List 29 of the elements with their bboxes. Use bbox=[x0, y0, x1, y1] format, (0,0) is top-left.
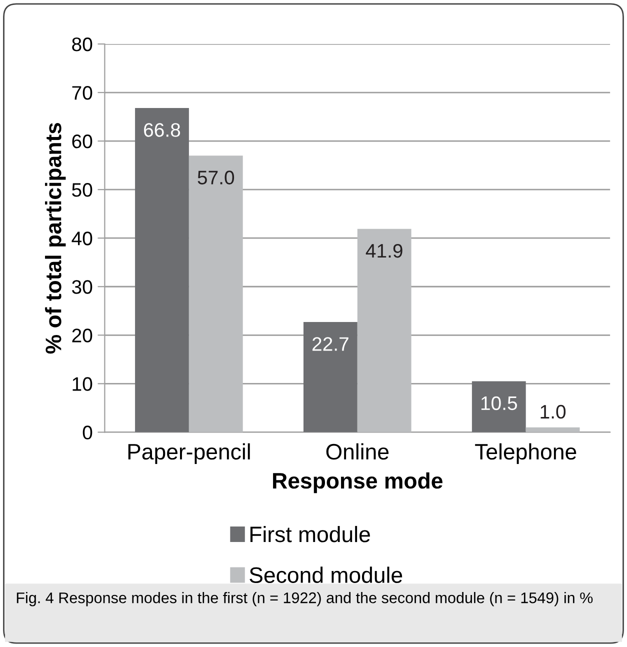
y-tick-label: 60 bbox=[72, 134, 92, 148]
data-label: 22.7 bbox=[312, 337, 348, 351]
bar bbox=[357, 228, 412, 432]
legend-label: First module bbox=[250, 526, 370, 542]
bar bbox=[188, 156, 243, 432]
y-axis-title: % of total participants bbox=[45, 122, 66, 354]
y-tick-label: 80 bbox=[72, 37, 92, 52]
y-tick-label: 20 bbox=[72, 328, 92, 342]
data-label: 66.8 bbox=[144, 123, 180, 137]
bar bbox=[303, 322, 358, 432]
y-tick-label: 0 bbox=[82, 426, 92, 440]
x-tick-label: Online bbox=[326, 443, 389, 460]
bar bbox=[135, 108, 189, 432]
y-tick-label: 70 bbox=[72, 86, 92, 100]
x-axis-title: Response mode bbox=[273, 472, 442, 494]
y-tick-label: 50 bbox=[72, 183, 92, 197]
y-tick-label: 40 bbox=[72, 232, 92, 246]
data-label: 10.5 bbox=[481, 396, 517, 410]
y-tick-label: 10 bbox=[72, 377, 92, 391]
bar bbox=[472, 381, 526, 432]
data-label: 41.9 bbox=[366, 244, 402, 258]
legend-label: Second module bbox=[250, 566, 402, 583]
x-tick-label: Paper-pencil bbox=[128, 443, 250, 464]
bar bbox=[526, 427, 580, 432]
caption: Fig. 4 Response modes in the first (n = 1922) and the second module (n = 1549) in % bbox=[16, 592, 593, 606]
x-tick-label: Telephone bbox=[475, 443, 576, 464]
y-tick-label: 30 bbox=[72, 280, 92, 294]
data-label: 1.0 bbox=[540, 404, 566, 419]
data-label: 57.0 bbox=[198, 170, 234, 184]
